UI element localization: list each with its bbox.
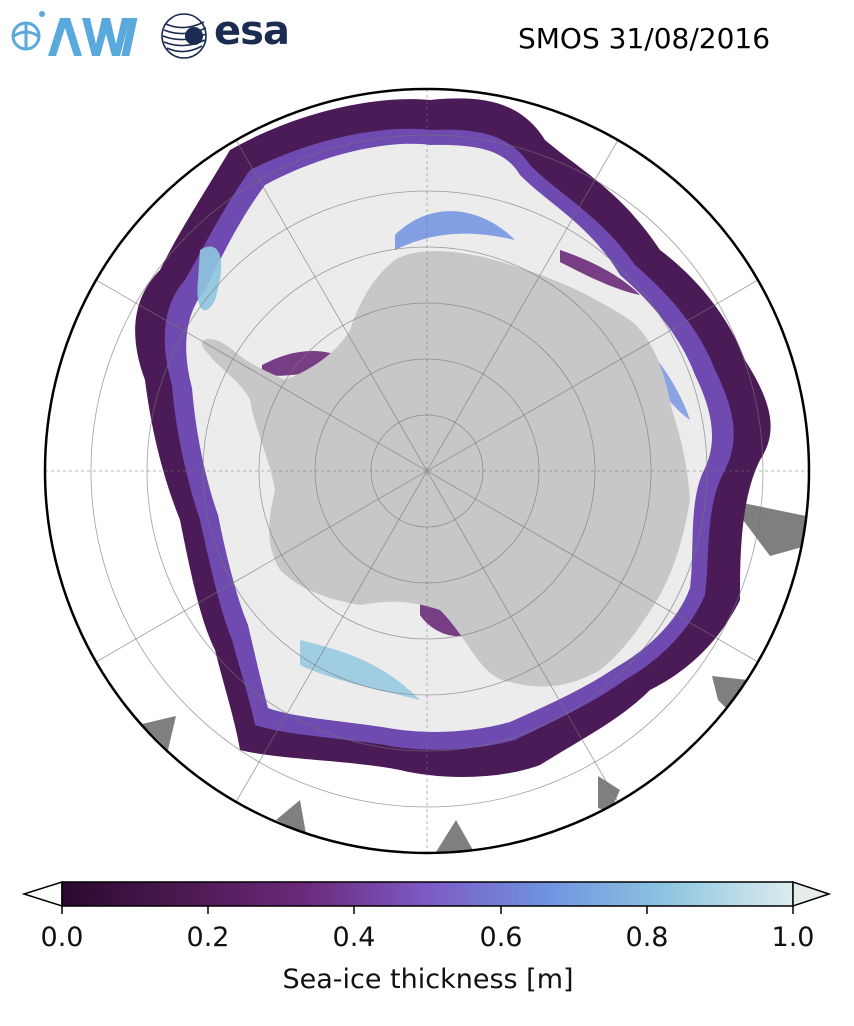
colorbar-extend-min <box>21 880 63 908</box>
esa-logo-mark <box>161 13 207 59</box>
colorbar-ramp <box>61 881 794 907</box>
colorbar-tick: 0.4 <box>332 922 376 953</box>
map-boundary <box>43 87 811 855</box>
no-data-wedge <box>728 500 806 556</box>
colorbar-label: Sea-ice thickness [m] <box>282 964 574 995</box>
sea-ice-streak <box>300 640 420 700</box>
no-data-wedge <box>436 820 474 852</box>
no-data-wedge <box>142 716 176 750</box>
map-title: SMOS 31/08/2016 <box>518 22 771 55</box>
sea-ice-streak <box>560 250 640 295</box>
no-data-wedge <box>712 676 748 710</box>
sea-ice-streak <box>197 246 222 311</box>
longitude-grid <box>45 89 809 853</box>
colorbar-tick: 0.6 <box>479 922 523 953</box>
sea-ice-map <box>43 87 811 855</box>
antarctica-land <box>201 251 691 687</box>
colorbar-tick: 0.8 <box>625 922 669 953</box>
no-data-wedge <box>276 800 306 834</box>
colorbar-tick: 0.2 <box>186 922 230 953</box>
sea-ice-streak <box>395 211 515 250</box>
colorbar-extend-max <box>792 880 832 908</box>
colorbar-tick: 0.0 <box>40 922 84 953</box>
esa-wordmark: esa <box>214 8 290 54</box>
no-data-wedge <box>598 776 620 812</box>
colorbar-tick: 1.0 <box>771 922 815 953</box>
awi-logo <box>11 11 138 56</box>
